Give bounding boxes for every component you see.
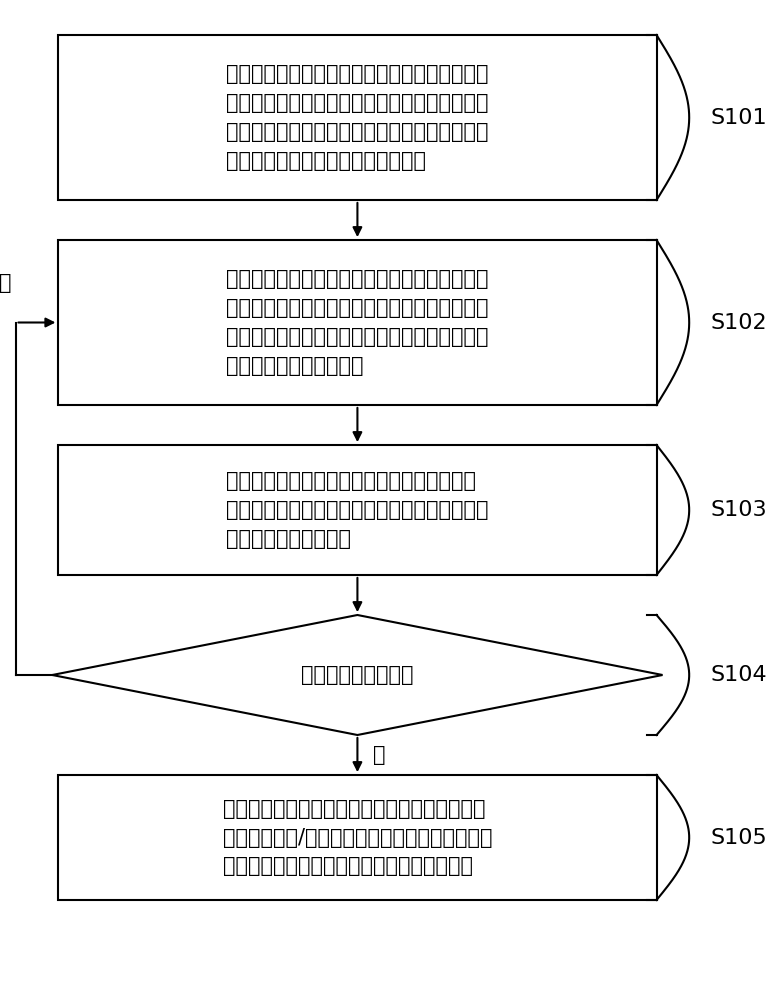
Text: S104: S104 <box>711 665 768 685</box>
Text: 在世界坐标系中求解该示踪光束的控制直线方
程；在各视觉设备的靶面坐标系中分别求解该示
踪光束的像直线方程；: 在世界坐标系中求解该示踪光束的控制直线方 程；在各视觉设备的靶面坐标系中分别求解… <box>226 471 489 549</box>
FancyBboxPatch shape <box>58 775 657 900</box>
Text: S105: S105 <box>711 828 768 848</box>
FancyBboxPatch shape <box>58 445 657 575</box>
Text: 是: 是 <box>373 745 385 765</box>
Text: 否: 否 <box>0 273 12 293</box>
Text: S103: S103 <box>711 500 768 520</box>
Text: 使示踪光束扫描系统投射已知向量的示踪光束至
各视觉设备的公共视场；使各视觉设备对该示踪
光束进行图像采集，获取该示踪光束在各个视觉
设备靶面上的二维图像；: 使示踪光束扫描系统投射已知向量的示踪光束至 各视觉设备的公共视场；使各视觉设备对… <box>226 269 489 376</box>
Text: 方程数量是否足够？: 方程数量是否足够？ <box>301 665 413 685</box>
Text: 联立控制直线方程和像直线方程，解算各视觉设
备的内参数和/或外参数；由坐标传递原理，解算
各视觉设备靶面坐标系之间的空间转换关系。: 联立控制直线方程和像直线方程，解算各视觉设 备的内参数和/或外参数；由坐标传递原… <box>223 799 492 876</box>
FancyBboxPatch shape <box>58 240 657 405</box>
Text: 将各视觉设备设置于空间光测系统的各观测点，
调整各视觉设备观测角度，使各视觉设备之间具
有一个公共视场；将示踪光束发生器固定安装于
全站仪上，组成示踪光束扫描系: 将各视觉设备设置于空间光测系统的各观测点， 调整各视觉设备观测角度，使各视觉设备… <box>226 64 489 171</box>
Text: S101: S101 <box>711 107 768 127</box>
Polygon shape <box>52 615 663 735</box>
FancyBboxPatch shape <box>58 35 657 200</box>
Text: S102: S102 <box>711 313 768 333</box>
